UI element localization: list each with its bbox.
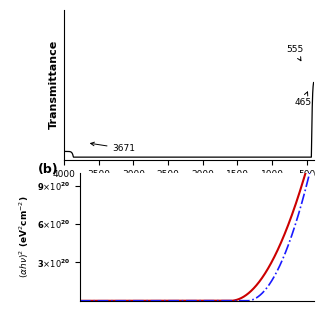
X-axis label: Wavenumber (cm⁻¹): Wavenumber (cm⁻¹)	[130, 184, 248, 194]
Text: 555: 555	[286, 45, 303, 61]
Text: 3671: 3671	[91, 142, 136, 153]
Y-axis label: $(\alpha h\nu)^2$ (eV$^2$cm$^{-2}$): $(\alpha h\nu)^2$ (eV$^2$cm$^{-2}$)	[18, 196, 31, 278]
Text: (b): (b)	[38, 163, 59, 176]
Y-axis label: Transmittance: Transmittance	[48, 40, 59, 129]
Text: 465: 465	[294, 92, 311, 107]
